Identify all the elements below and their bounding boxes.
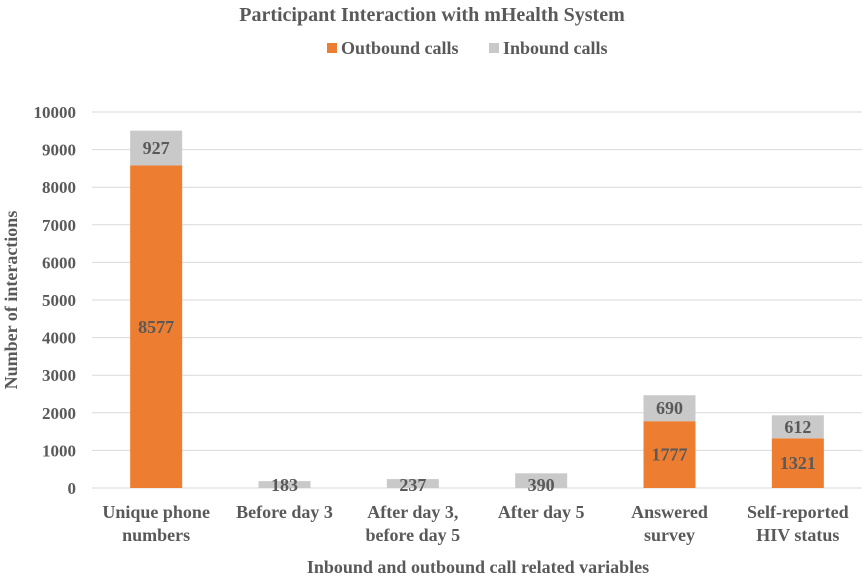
x-category-label-2-0: After day 3, (367, 502, 458, 522)
bars (130, 130, 824, 488)
bar-outbound-0 (130, 165, 183, 488)
x-category-label-4-0: Answered (631, 502, 708, 522)
data-label-outbound-5: 1321 (780, 453, 816, 473)
y-tick-label-5: 5000 (42, 291, 76, 310)
data-labels: 8577 927 183 237 390 1777 690 1321 612 (138, 138, 816, 495)
bar-inbound-2 (386, 479, 439, 488)
y-tick-label-7: 7000 (42, 216, 76, 235)
data-label-inbound-2: 237 (399, 475, 426, 495)
x-axis-title: Inbound and outbound call related variab… (307, 557, 649, 577)
legend-label-inbound: Inbound calls (503, 38, 608, 58)
y-axis-ticks: 0 1000 2000 3000 4000 5000 6000 7000 8000 9000 100… (34, 103, 77, 498)
x-axis-categories: Unique phone numbers Before day 3 After day… (102, 502, 848, 545)
data-label-inbound-4: 690 (656, 398, 683, 418)
bar-inbound-1 (258, 481, 311, 488)
y-tick-label-3: 3000 (42, 366, 76, 385)
x-category-label-0-0: Unique phone (102, 502, 210, 522)
bar-inbound-5 (771, 415, 824, 439)
data-label-inbound-0: 927 (143, 138, 170, 158)
bar-outbound-5 (771, 438, 824, 488)
gridlines (92, 111, 862, 489)
x-category-label-5-0: Self-reported (747, 502, 849, 522)
y-tick-label-4: 4000 (42, 329, 76, 348)
bar-inbound-4 (643, 395, 696, 422)
data-label-inbound-5: 612 (784, 417, 811, 437)
x-category-label-1-0: Before day 3 (236, 502, 333, 522)
legend-label-outbound: Outbound calls (341, 38, 459, 58)
legend: Outbound calls Inbound calls (327, 38, 608, 58)
x-category-label-2-1: before day 5 (365, 525, 460, 545)
bar-outbound-4 (643, 421, 696, 488)
chart-title: Participant Interaction with mHealth Sys… (239, 4, 625, 26)
y-tick-label-8: 8000 (42, 178, 76, 197)
legend-swatch-outbound (327, 43, 337, 53)
y-tick-label-10: 10000 (34, 103, 77, 122)
x-category-label-5-1: HIV status (756, 525, 839, 545)
data-label-inbound-1: 183 (271, 475, 298, 495)
bar-inbound-0 (130, 130, 183, 166)
x-category-label-3-0: After day 5 (498, 502, 585, 522)
data-label-inbound-3: 390 (528, 475, 555, 495)
y-tick-label-0: 0 (68, 479, 77, 498)
y-tick-label-6: 6000 (42, 253, 76, 272)
legend-swatch-inbound (489, 43, 499, 53)
bar-inbound-3 (515, 473, 568, 488)
y-axis-title: Number of interactions (1, 211, 21, 390)
y-tick-label-2: 2000 (42, 404, 76, 423)
data-label-outbound-4: 1777 (652, 445, 688, 465)
x-category-label-4-1: survey (644, 525, 695, 545)
y-tick-label-9: 9000 (42, 141, 76, 160)
data-label-outbound-0: 8577 (138, 317, 174, 337)
x-category-label-0-1: numbers (122, 525, 190, 545)
y-tick-label-1: 1000 (42, 441, 76, 460)
